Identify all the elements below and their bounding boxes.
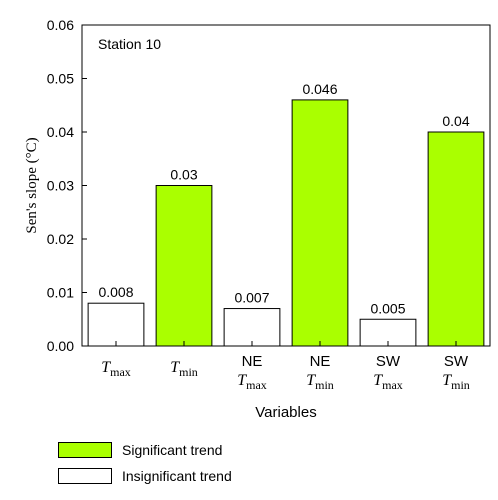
x-tick-variable: Tmax	[237, 372, 267, 392]
bar	[427, 131, 485, 347]
x-tick-prefix: NE	[310, 353, 331, 370]
bar-chart: 0.008 0.03 0.007 0.046 0.005 0.04 0.00 0.01 0.0…	[24, 17, 491, 421]
legend: Significant trend Insignificant trend	[58, 440, 232, 492]
bar-value-label: 0.046	[302, 81, 337, 97]
y-tick-label: 0.01	[47, 285, 74, 301]
legend-label-significant: Significant trend	[122, 442, 223, 458]
x-tick-label: SW Tmin	[442, 353, 470, 392]
x-tick-label: SW Tmax	[373, 353, 403, 392]
y-tick-label: 0.04	[47, 124, 74, 140]
legend-swatch-insignificant	[58, 468, 112, 484]
bar-value-label: 0.007	[234, 290, 269, 306]
bar-value-label: 0.04	[442, 113, 469, 129]
legend-label-insignificant: Insignificant trend	[122, 468, 232, 484]
y-tick-label: 0.02	[47, 231, 74, 247]
bar	[223, 308, 281, 347]
x-tick-variable: Tmin	[170, 359, 198, 379]
y-tick-label: 0.05	[47, 71, 74, 87]
x-tick-label: Tmax	[101, 359, 131, 379]
x-tick-variable: Tmin	[306, 372, 334, 392]
legend-item-insignificant: Insignificant trend	[58, 466, 232, 486]
y-axis-label: Sen's slope (°C)	[24, 137, 40, 233]
legend-swatch-significant	[58, 442, 112, 458]
bar	[87, 302, 145, 347]
x-tick-prefix: SW	[444, 353, 469, 370]
x-tick-label: NE Tmax	[237, 353, 267, 392]
x-tick-prefix: NE	[242, 353, 263, 370]
bar-value-label: 0.008	[98, 284, 133, 300]
x-tick-variable: Tmin	[442, 372, 470, 392]
x-tick-prefix: SW	[376, 353, 401, 370]
bar	[291, 99, 349, 347]
y-tick-label: 0.03	[47, 178, 74, 194]
bar-value-label: 0.03	[170, 167, 197, 183]
x-tick-label: NE Tmin	[306, 353, 334, 392]
x-tick-label: Tmin	[170, 359, 198, 379]
y-tick-label: 0.06	[47, 17, 74, 33]
bar-value-label: 0.005	[370, 300, 405, 316]
bar	[155, 185, 213, 347]
y-tick-label: 0.00	[47, 338, 74, 354]
x-axis-label: Variables	[255, 404, 316, 421]
station-annotation: Station 10	[98, 36, 161, 52]
x-tick-variable: Tmax	[101, 359, 131, 379]
x-tick-variable: Tmax	[373, 372, 403, 392]
legend-item-significant: Significant trend	[58, 440, 232, 460]
